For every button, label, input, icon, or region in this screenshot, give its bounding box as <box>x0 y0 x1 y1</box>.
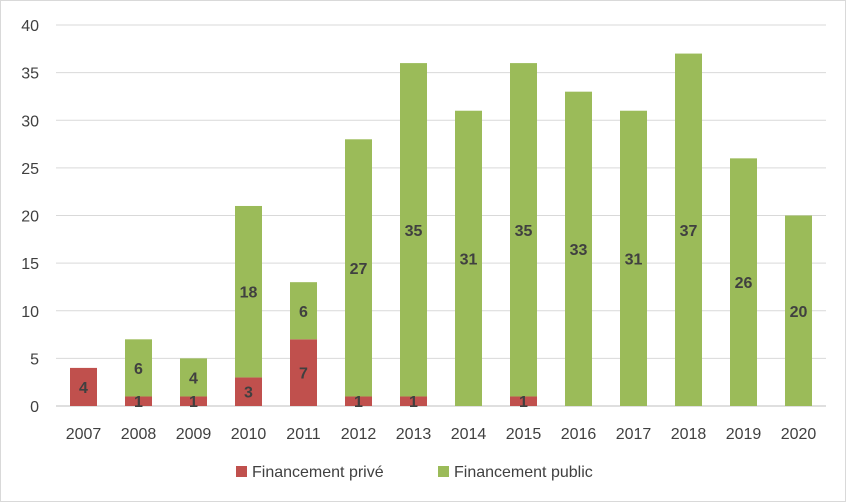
y-tick-label: 5 <box>30 351 39 368</box>
bar-segment-public <box>455 110 482 406</box>
y-tick-label: 35 <box>21 66 39 83</box>
bar-segment-prive <box>70 367 97 406</box>
bar-segment-public <box>565 91 592 407</box>
bar-segment-public <box>290 282 317 340</box>
y-tick-label: 10 <box>21 304 39 321</box>
data-label: 4 <box>189 370 198 387</box>
data-label: 27 <box>350 261 368 278</box>
legend-swatch <box>438 466 449 477</box>
data-label: 18 <box>240 285 258 302</box>
data-label: 1 <box>134 394 143 411</box>
data-label: 26 <box>735 275 753 292</box>
data-label: 35 <box>405 223 423 240</box>
x-tick-label: 2016 <box>561 426 597 443</box>
x-tick-label: 2018 <box>671 426 707 443</box>
x-tick-label: 2015 <box>506 426 542 443</box>
x-axis: 2007 2008 2009 2010 2011 2012 2013 2014 2015 2016… <box>66 426 817 443</box>
data-label: 4 <box>79 380 88 397</box>
bar-segment-public <box>730 158 757 406</box>
bar-segment-prive <box>290 339 317 406</box>
data-label: 1 <box>354 394 363 411</box>
gridlines <box>56 24 826 407</box>
data-label: 35 <box>515 223 533 240</box>
y-tick-label: 40 <box>21 18 39 35</box>
y-tick-label: 30 <box>21 113 39 130</box>
x-tick-label: 2010 <box>231 426 267 443</box>
y-tick-label: 25 <box>21 161 39 178</box>
data-labels: 4 1 6 1 4 3 18 7 6 1 27 1 35 31 1 35 33 31 37 26 20 <box>79 223 807 411</box>
data-label: 1 <box>189 394 198 411</box>
data-label: 3 <box>244 385 253 402</box>
bar-segment-public <box>785 215 812 406</box>
data-label: 7 <box>299 366 308 383</box>
bar-segment-public <box>180 358 207 397</box>
x-tick-label: 2011 <box>286 426 321 443</box>
data-label: 6 <box>134 361 143 378</box>
data-label: 20 <box>790 304 808 321</box>
x-tick-label: 2014 <box>451 426 487 443</box>
legend-label: Financement privé <box>252 464 384 481</box>
x-tick-label: 2008 <box>121 426 157 443</box>
bar-segment-prive <box>180 396 207 406</box>
y-tick-label: 20 <box>21 209 39 226</box>
bar-segment-public <box>510 63 537 397</box>
x-tick-label: 2020 <box>781 426 817 443</box>
legend-swatch <box>236 466 247 477</box>
bar-segment-public <box>620 110 647 406</box>
data-label: 33 <box>570 242 588 259</box>
y-tick-label: 0 <box>30 399 39 416</box>
bar-segment-prive <box>125 396 152 406</box>
data-label: 31 <box>625 251 643 268</box>
legend: Financement privé Financement public <box>236 464 593 481</box>
bars <box>70 53 812 407</box>
data-label: 31 <box>460 251 478 268</box>
x-tick-label: 2012 <box>341 426 377 443</box>
data-label: 1 <box>519 394 528 411</box>
x-tick-label: 2017 <box>616 426 652 443</box>
data-label: 6 <box>299 304 308 321</box>
legend-label: Financement public <box>454 464 593 481</box>
y-tick-label: 15 <box>21 256 39 273</box>
bar-segment-public <box>675 53 702 406</box>
bar-segment-public <box>125 339 152 397</box>
bar-segment-prive <box>235 377 262 406</box>
x-tick-label: 2007 <box>66 426 102 443</box>
bar-segment-public <box>235 205 262 378</box>
x-tick-label: 2009 <box>176 426 212 443</box>
bar-segment-public <box>345 139 372 397</box>
bar-segment-prive <box>510 396 537 406</box>
bar-segment-prive <box>345 396 372 406</box>
bar-segment-prive <box>400 396 427 406</box>
y-axis: 0 5 10 15 20 25 30 35 40 <box>21 18 39 416</box>
data-label: 37 <box>680 223 698 240</box>
bar-segment-public <box>400 63 427 397</box>
data-label: 1 <box>409 394 418 411</box>
x-tick-label: 2013 <box>396 426 432 443</box>
x-tick-label: 2019 <box>726 426 762 443</box>
